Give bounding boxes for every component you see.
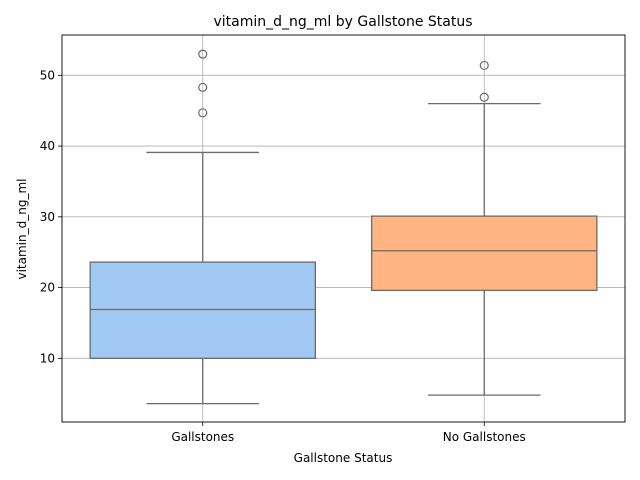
x-axis-label: Gallstone Status	[294, 451, 393, 465]
y-tick-label: 20	[40, 281, 55, 295]
axes-frame	[61, 34, 626, 423]
outlier-point	[479, 60, 489, 71]
x-tick-label: No Gallstones	[443, 430, 526, 444]
box-group	[370, 60, 598, 396]
axes: 10 20 30 40 50 Gallstones No Gallstones	[40, 34, 626, 444]
chart-title: vitamin_d_ng_ml by Gallstone Status	[214, 14, 473, 30]
box-iqr	[89, 261, 316, 359]
y-tick-label: 40	[40, 139, 55, 153]
boxes	[89, 49, 598, 405]
y-axis-label: vitamin_d_ng_ml	[15, 179, 29, 280]
outlier-point	[198, 82, 208, 92]
outlier-point	[479, 92, 489, 102]
outlier-point	[198, 49, 208, 59]
x-tick-label: Gallstones	[171, 430, 234, 444]
box-group	[89, 49, 316, 405]
outlier-point	[198, 108, 208, 118]
y-tick-label: 50	[40, 68, 55, 82]
box-iqr	[370, 215, 598, 292]
y-tick-label: 30	[40, 210, 55, 224]
y-tick-label: 10	[40, 351, 55, 365]
